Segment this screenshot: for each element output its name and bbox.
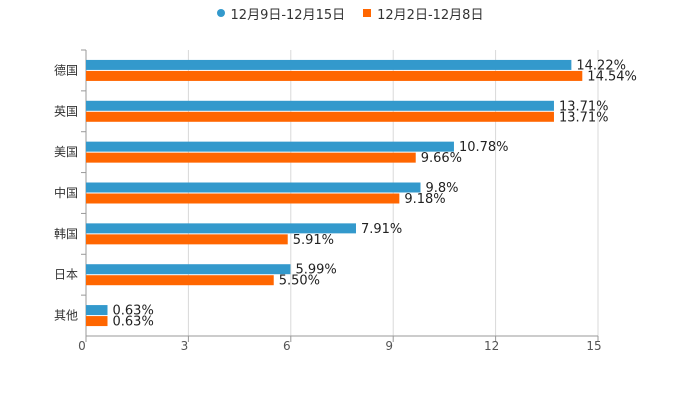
data-label-series-1: 5.99% xyxy=(295,263,336,278)
bar-series-1[interactable] xyxy=(86,141,454,152)
bar-series-1[interactable] xyxy=(86,305,108,316)
x-tick-label: 15 xyxy=(586,339,601,353)
x-tick-label: 3 xyxy=(181,339,189,353)
bar-series-1[interactable] xyxy=(86,182,421,193)
bar-series-1[interactable] xyxy=(86,264,291,275)
data-label-series-1: 14.22% xyxy=(576,58,626,73)
bar-series-2[interactable] xyxy=(86,111,554,122)
category-label: 日本 xyxy=(54,268,78,282)
bar-series-2[interactable] xyxy=(86,193,400,204)
data-label-series-2: 14.54% xyxy=(587,69,637,84)
x-tick-label: 0 xyxy=(78,339,86,353)
category-label: 英国 xyxy=(54,104,78,118)
x-tick-label: 12 xyxy=(484,339,499,353)
bar-series-1[interactable] xyxy=(86,100,554,111)
bar-series-2[interactable] xyxy=(86,316,108,327)
category-label: 韩国 xyxy=(54,226,78,241)
data-label-series-2: 5.91% xyxy=(293,233,334,248)
bar-series-2[interactable] xyxy=(86,152,416,163)
bar-series-1[interactable] xyxy=(86,223,356,234)
data-label-series-1: 9.8% xyxy=(426,181,459,196)
data-label-series-1: 0.63% xyxy=(113,304,154,319)
bar-series-2[interactable] xyxy=(86,234,288,245)
data-label-series-2: 13.71% xyxy=(559,110,609,125)
x-tick-label: 9 xyxy=(385,339,393,353)
bar-series-2[interactable] xyxy=(86,70,583,81)
data-label-series-2: 9.18% xyxy=(404,192,445,207)
data-label-series-2: 0.63% xyxy=(113,315,154,330)
legend: 12月9日-12月15日 12月2日-12月8日 xyxy=(0,4,700,23)
data-label-series-2: 9.66% xyxy=(421,151,462,166)
legend-marker-series-2 xyxy=(363,9,372,17)
data-label-series-1: 7.91% xyxy=(361,222,402,237)
category-label: 德国 xyxy=(54,62,78,77)
category-label: 中国 xyxy=(54,185,78,200)
legend-label-series-2: 12月2日-12月8日 xyxy=(377,7,484,23)
x-tick-label: 6 xyxy=(283,339,291,353)
bar-series-2[interactable] xyxy=(86,275,274,286)
legend-item-series-2[interactable]: 12月2日-12月8日 xyxy=(363,4,483,23)
data-label-series-1: 10.78% xyxy=(459,140,509,155)
legend-marker-series-1 xyxy=(216,9,225,17)
legend-label-series-1: 12月9日-12月15日 xyxy=(230,7,346,23)
legend-item-series-1[interactable]: 12月9日-12月15日 xyxy=(216,4,346,23)
data-label-series-1: 13.71% xyxy=(559,99,609,114)
bar-series-1[interactable] xyxy=(86,59,572,70)
data-label-series-2: 5.50% xyxy=(279,274,320,289)
category-label: 美国 xyxy=(54,145,78,159)
category-label: 其他 xyxy=(54,309,78,323)
